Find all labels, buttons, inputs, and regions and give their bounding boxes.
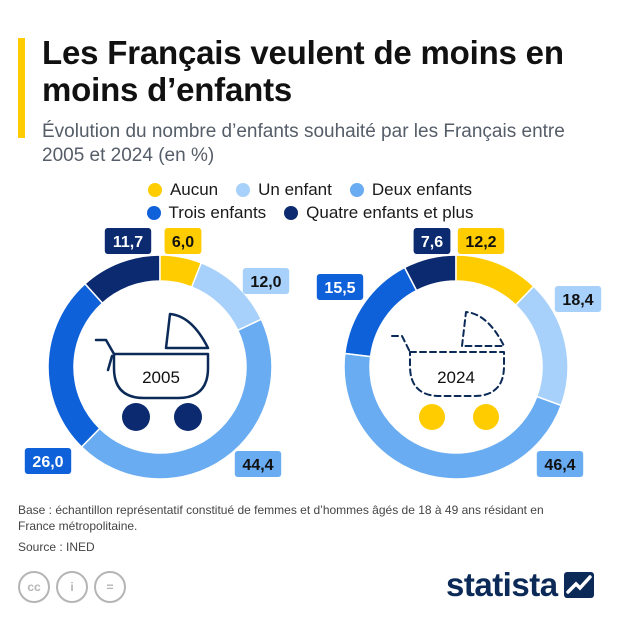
donut-2005-label-1-box: [242, 268, 290, 294]
legend-row-1: Aucun Un enfant Deux enfants: [0, 178, 620, 201]
donut-2024-label-3: 15,5: [316, 274, 364, 300]
legend-item-deux-enfants: Deux enfants: [349, 179, 473, 200]
statista-brand[interactable]: statista: [446, 566, 594, 604]
donut-2024-label-0: 12,2: [457, 228, 505, 254]
donut-2005-label-3-box: [24, 448, 72, 474]
donut-2024-label-4-text: 7,6: [421, 234, 443, 251]
legend-row-2: Trois enfants Quatre enfants et plus: [0, 201, 620, 224]
year-label-2005: 2005: [142, 368, 180, 387]
legend-dot-aucun: [147, 182, 162, 197]
legend-label-un-enfant: Un enfant: [258, 179, 332, 199]
attribution-icon[interactable]: i: [56, 571, 88, 603]
legend-dot-quatre-enfants-et-plus: [284, 205, 299, 220]
donut-2024-slice-1: [514, 285, 569, 407]
donut-2005-slice-0: [159, 254, 203, 289]
donut-2005-label-3: 26,0: [24, 448, 72, 474]
legend-item-un-enfant: Un enfant: [236, 180, 332, 200]
donut-2005-slice-1: [190, 261, 263, 332]
donut-2005-label-1: 12,0: [242, 268, 290, 294]
donut-2005-label-4: 11,7: [104, 228, 152, 254]
page-subtitle: Évolution du nombre d’enfants souhaité p…: [42, 121, 565, 166]
page-title: Les Français veulent de moins en moins d…: [42, 34, 564, 108]
legend-label-trois-enfants: Trois enfants: [168, 202, 267, 222]
no-derivatives-icon[interactable]: =: [94, 571, 126, 603]
stroller-2005-icon: [94, 312, 210, 400]
year-label-2024: 2024: [437, 368, 475, 387]
legend-item-trois-enfants: Trois enfants: [146, 202, 267, 223]
stroller-2005-wheel-left: [122, 403, 150, 431]
legend-label-deux-enfants: Deux enfants: [371, 179, 473, 199]
donut-2005-label-4-text: 11,7: [113, 234, 143, 251]
donut-2005-slice-3: [47, 282, 104, 449]
donut-2005-label-2-box: [234, 451, 282, 477]
donut-2024-label-2-box: [536, 451, 584, 477]
donut-2024-label-4: 7,6: [413, 228, 451, 254]
brand-name: statista: [446, 566, 558, 603]
donut-2005-label-4-box: [104, 228, 152, 254]
donut-2005-label-1-text: 12,0: [250, 274, 281, 291]
stroller-2024-wheel-left: [419, 404, 445, 430]
statista-logo-icon: [563, 572, 594, 598]
donut-2024-label-0-box: [457, 228, 505, 254]
legend-item-aucun: Aucun: [147, 179, 219, 200]
legend-dot-trois-enfants: [146, 205, 161, 220]
donut-2005-label-3-text: 26,0: [32, 454, 63, 471]
donut-2005-label-2-text: 44,4: [242, 457, 273, 474]
legend-dot-deux-enfants: [349, 182, 364, 197]
donut-2005-slice-2: [80, 318, 273, 480]
legend-label-quatre-enfants-et-plus: Quatre enfants et plus: [306, 202, 474, 222]
legend-item-quatre-enfants-et-plus: Quatre enfants et plus: [284, 203, 473, 223]
donut-2005-label-0: 6,0: [164, 228, 202, 254]
donut-2024-label-1-box: [554, 286, 602, 312]
legend-label-aucun: Aucun: [169, 179, 219, 199]
donut-2024-label-1: 18,4: [554, 286, 602, 312]
footnote: Base : échantillon représentatif constit…: [18, 503, 544, 533]
stroller-2024-wheel-right: [473, 404, 499, 430]
donut-2005-label-2: 44,4: [234, 451, 282, 477]
donut-2024-label-2-text: 46,4: [544, 457, 575, 474]
donut-2024-label-1-text: 18,4: [562, 292, 593, 309]
donut-2024-slice-2: [343, 352, 563, 480]
donut-2024-label-4-box: [413, 228, 451, 254]
stroller-2005-wheel-right: [174, 403, 202, 431]
donut-2024-slice-0: [455, 254, 535, 307]
donut-2024-label-3-box: [316, 274, 364, 300]
license-icons: cc i =: [18, 571, 126, 603]
donut-2024-label-2: 46,4: [536, 451, 584, 477]
chart-legend: Aucun Un enfant Deux enfants Trois enfan…: [0, 178, 620, 224]
donut-2005-label-0-text: 6,0: [172, 234, 194, 251]
creative-commons-icon[interactable]: cc: [18, 571, 50, 603]
stroller-2024-icon: [391, 311, 505, 397]
donut-2024-label-3-text: 15,5: [324, 280, 355, 297]
title-accent-bar: [18, 38, 25, 138]
donut-2005-label-0-box: [164, 228, 202, 254]
source-note: Source : INED: [18, 540, 95, 554]
donut-2024-label-0-text: 12,2: [465, 234, 496, 251]
legend-dot-un-enfant: [236, 182, 251, 197]
donut-2024-slice-3: [343, 266, 418, 358]
